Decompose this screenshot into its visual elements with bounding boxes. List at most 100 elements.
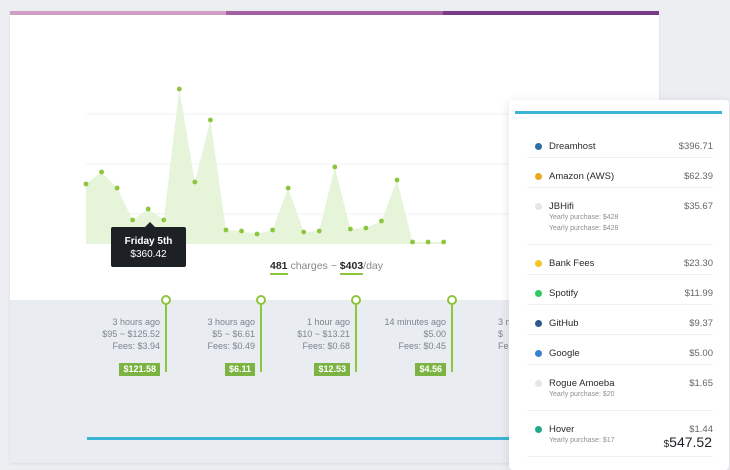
timeline-text: 3 hours ago $95 ~ $125.52 Fees: $3.94	[102, 316, 160, 352]
timeline-entry[interactable]: 3 mi $ Fe	[498, 300, 558, 380]
expense-name: JBHifi	[549, 201, 574, 212]
expense-subnote: Yearly purchase: $428	[549, 225, 619, 232]
data-point[interactable]	[363, 225, 369, 231]
data-point[interactable]	[161, 217, 167, 223]
expense-name: Amazon (AWS)	[549, 171, 615, 182]
panel-accent-bar	[515, 111, 722, 114]
charges-count: 481	[270, 260, 288, 275]
expense-color-dot	[535, 203, 542, 210]
timeline-text: 1 hour ago $10 ~ $13.21 Fees: $0.68	[297, 316, 350, 352]
timeline-line	[355, 300, 357, 372]
data-point[interactable]	[239, 228, 244, 234]
timeline-fees: Fees: $0.49	[207, 341, 255, 351]
timeline-net-badge: $12.53	[314, 363, 350, 376]
expense-amount: $11.99	[684, 288, 713, 299]
timeline-dot[interactable]	[447, 295, 457, 305]
expense-amount: $35.67	[683, 201, 713, 212]
expense-color-dot	[535, 290, 542, 297]
charges-label: charges	[290, 260, 328, 272]
expense-row[interactable]: Spotify $11.99	[527, 275, 713, 305]
timeline-fees: Fees: $3.94	[112, 341, 160, 351]
expense-amount: $23.30	[683, 258, 713, 269]
tooltip-value: $360.42	[130, 249, 167, 260]
charges-chart	[83, 86, 659, 245]
expense-subnote: Yearly purchase: $17	[549, 437, 615, 444]
timeline-fees: Fees: $0.45	[398, 341, 446, 351]
data-point[interactable]	[176, 86, 182, 92]
expense-name: GitHub	[549, 318, 579, 329]
data-point[interactable]	[347, 226, 353, 232]
timeline-time: 14 minutes ago	[384, 317, 446, 327]
timeline-range: $10 ~ $13.21	[297, 329, 350, 339]
timeline-line	[165, 300, 167, 372]
expense-row[interactable]: JBHifi $35.67 Yearly purchase: $428 Yearly …	[527, 188, 713, 245]
data-point[interactable]	[425, 239, 431, 245]
expense-color-dot	[535, 426, 542, 433]
data-point[interactable]	[410, 239, 415, 245]
expense-color-dot	[535, 350, 542, 357]
expense-row[interactable]: Dreamhost $396.71	[527, 128, 713, 158]
expenses-total: $547.52	[664, 434, 712, 450]
expense-amount: $9.37	[689, 318, 713, 329]
expense-name: Dreamhost	[549, 141, 596, 152]
timeline-net-badge: $4.56	[415, 363, 446, 376]
expense-color-dot	[535, 320, 542, 327]
data-point[interactable]	[83, 181, 89, 187]
expense-name: Hover	[549, 424, 575, 435]
data-point[interactable]	[145, 206, 151, 212]
expense-row[interactable]: Google $5.00	[527, 335, 713, 365]
timeline-net-badge: $121.58	[119, 363, 160, 376]
data-point[interactable]	[285, 185, 291, 191]
timeline-range: $5 ~ $6.61	[212, 329, 255, 339]
data-point[interactable]	[301, 229, 307, 235]
timeline-entry[interactable]: 1 hour ago $10 ~ $13.21 Fees: $0.68 $12.…	[206, 295, 361, 380]
chart-points	[83, 86, 447, 245]
per-day-amount: $403	[339, 260, 364, 275]
expense-amount: $5.00	[689, 348, 713, 359]
expense-row[interactable]: Amazon (AWS) $62.39	[527, 158, 713, 188]
total-value: 547.52	[669, 434, 712, 450]
timeline-entry[interactable]: 3 hours ago $5 ~ $6.61 Fees: $0.49 $6.11	[111, 295, 266, 380]
timeline-range: $	[498, 329, 504, 339]
data-point[interactable]	[254, 231, 260, 237]
timeline-entry[interactable]: 14 minutes ago $5.00 Fees: $0.45 $4.56	[302, 295, 457, 380]
expense-row[interactable]: Bank Fees $23.30	[527, 245, 713, 275]
timeline-dot[interactable]	[351, 295, 361, 305]
expense-name: Spotify	[549, 288, 579, 299]
timeline-entry[interactable]: 3 hours ago $95 ~ $125.52 Fees: $3.94 $1…	[16, 295, 171, 380]
expense-list: Dreamhost $396.71 Amazon (AWS) $62.39 JBHifi…	[527, 128, 713, 457]
tooltip-title: Friday 5th	[124, 236, 173, 247]
data-point[interactable]	[270, 227, 275, 233]
expense-color-dot	[535, 173, 542, 180]
data-point[interactable]	[379, 218, 384, 224]
timeline-range: $5.00	[423, 329, 446, 339]
timeline-time: 3 hours ago	[112, 317, 160, 327]
data-point[interactable]	[394, 177, 400, 183]
data-point[interactable]	[441, 239, 447, 245]
expense-name: Rogue Amoeba	[549, 378, 615, 389]
expense-row[interactable]: GitHub $9.37	[527, 305, 713, 335]
expense-amount: $396.71	[678, 141, 713, 152]
timeline-text: 3 mi $ Fe	[498, 316, 515, 352]
data-point[interactable]	[208, 117, 213, 123]
timeline-text: 14 minutes ago $5.00 Fees: $0.45	[384, 316, 446, 352]
expense-row[interactable]: Hover $1.44 Yearly purchase: $17	[527, 411, 713, 457]
timeline-dot[interactable]	[161, 295, 171, 305]
data-point[interactable]	[223, 227, 229, 233]
per-day-label: /day	[363, 260, 384, 272]
chart-area	[86, 89, 444, 244]
expense-color-dot	[535, 260, 542, 267]
expense-color-dot	[535, 380, 542, 387]
data-point[interactable]	[114, 185, 120, 191]
data-point[interactable]	[99, 169, 104, 175]
data-point[interactable]	[192, 179, 198, 185]
data-point[interactable]	[316, 228, 322, 234]
timeline-dot[interactable]	[256, 295, 266, 305]
timeline-fees: Fees: $0.68	[302, 341, 350, 351]
top-color-bar	[10, 11, 659, 15]
expense-row[interactable]: Rogue Amoeba $1.65 Yearly purchase: $20	[527, 365, 713, 411]
charges-summary: 481 charges ~ $403/day	[270, 260, 420, 275]
data-point[interactable]	[332, 164, 338, 170]
data-point[interactable]	[130, 217, 136, 223]
timeline-time: 3 mi	[498, 317, 516, 327]
